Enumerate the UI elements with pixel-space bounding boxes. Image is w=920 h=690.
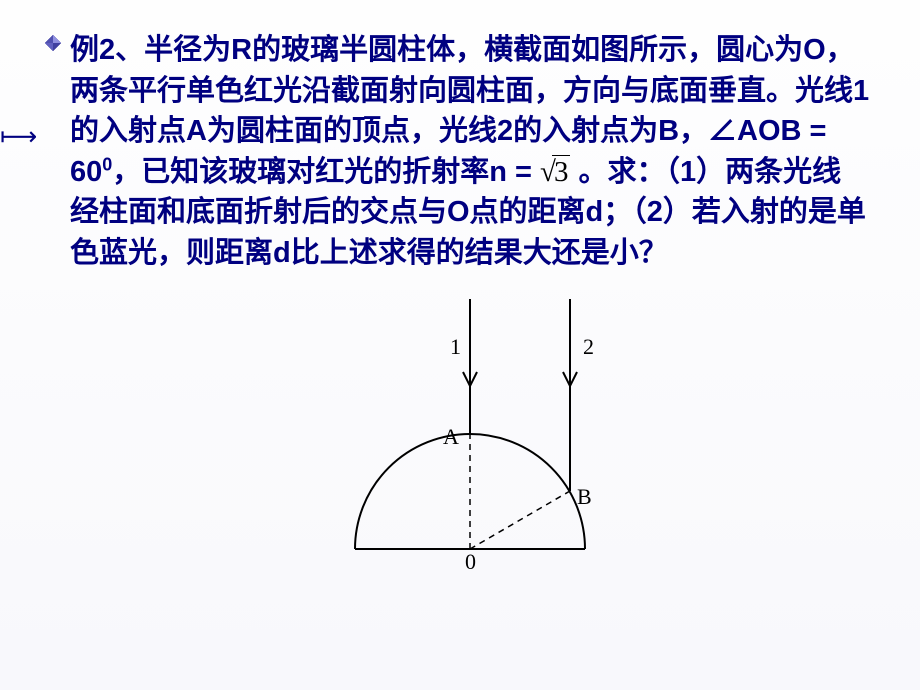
problem-statement: 例2、半径为R的玻璃半圆柱体，横截面如图所示，圆心为O，两条平行单色红光沿截面射…	[70, 30, 870, 274]
bullet-diamond-icon	[45, 35, 61, 51]
problem-mid1: ，已知该玻璃对红光的折射率n =	[112, 156, 540, 188]
margin-marker: ⟼	[0, 122, 33, 152]
physics-diagram: 1 2 A B 0	[70, 279, 870, 569]
label-ray2: 2	[583, 334, 594, 359]
label-B: B	[577, 484, 592, 509]
label-O: 0	[465, 549, 476, 569]
sqrt-value: 3	[552, 155, 571, 188]
label-A: A	[443, 424, 459, 449]
label-ray1: 1	[450, 334, 461, 359]
angle-exponent: 0	[102, 154, 112, 174]
sqrt-expression: √3	[540, 152, 570, 193]
question-mark: ？	[639, 237, 668, 269]
